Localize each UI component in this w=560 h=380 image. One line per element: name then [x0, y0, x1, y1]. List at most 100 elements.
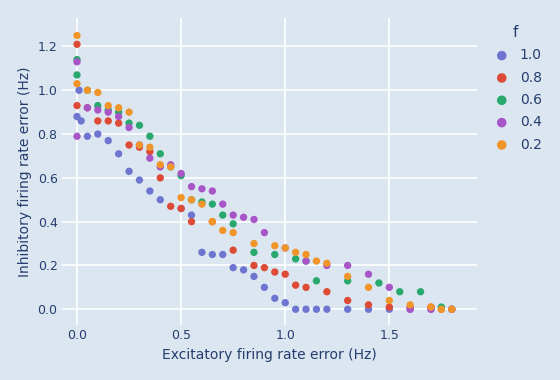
0.8: [385, 304, 394, 310]
0.4: [228, 212, 237, 218]
0.8: [405, 304, 414, 310]
0.2: [437, 306, 446, 312]
0.8: [447, 306, 456, 312]
0.2: [72, 81, 81, 87]
0.4: [385, 284, 394, 290]
0.6: [395, 289, 404, 295]
0.6: [83, 87, 92, 93]
0.8: [281, 271, 290, 277]
0.4: [447, 306, 456, 312]
0.6: [156, 151, 165, 157]
0.4: [364, 271, 373, 277]
0.2: [218, 227, 227, 233]
X-axis label: Excitatory firing rate error (Hz): Excitatory firing rate error (Hz): [162, 348, 377, 362]
0.6: [72, 57, 81, 63]
0.6: [416, 289, 425, 295]
0.6: [114, 109, 123, 115]
0.2: [176, 195, 185, 201]
0.2: [187, 197, 196, 203]
0.2: [281, 245, 290, 251]
Y-axis label: Inhibitory firing rate error (Hz): Inhibitory firing rate error (Hz): [18, 66, 32, 277]
0.6: [176, 173, 185, 179]
0.2: [447, 306, 456, 312]
1.0: [364, 306, 373, 312]
0.4: [94, 107, 102, 113]
0.2: [83, 87, 92, 93]
0.6: [198, 199, 207, 205]
0.6: [104, 107, 113, 113]
0.6: [270, 252, 279, 258]
0.2: [323, 260, 332, 266]
0.4: [187, 184, 196, 190]
0.2: [94, 89, 102, 95]
0.8: [301, 284, 310, 290]
0.6: [135, 122, 144, 128]
0.6: [94, 103, 102, 109]
0.2: [364, 284, 373, 290]
0.6: [187, 197, 196, 203]
0.8: [437, 306, 446, 312]
0.4: [260, 230, 269, 236]
0.2: [270, 243, 279, 249]
0.6: [301, 258, 310, 264]
0.8: [364, 302, 373, 308]
0.2: [114, 105, 123, 111]
1.0: [260, 284, 269, 290]
0.8: [291, 282, 300, 288]
0.2: [156, 162, 165, 168]
0.4: [166, 162, 175, 168]
1.0: [427, 306, 436, 312]
0.4: [281, 245, 290, 251]
1.0: [385, 306, 394, 312]
0.4: [135, 142, 144, 148]
1.0: [250, 273, 259, 279]
0.2: [405, 302, 414, 308]
1.0: [291, 306, 300, 312]
0.4: [250, 217, 259, 223]
1.0: [301, 306, 310, 312]
1.0: [218, 252, 227, 258]
0.6: [437, 304, 446, 310]
0.2: [146, 144, 155, 150]
0.2: [427, 304, 436, 310]
0.8: [72, 103, 81, 109]
1.0: [447, 306, 456, 312]
0.2: [198, 201, 207, 207]
1.0: [228, 264, 237, 271]
1.0: [312, 306, 321, 312]
0.8: [343, 298, 352, 304]
0.4: [301, 258, 310, 264]
1.0: [104, 138, 113, 144]
0.6: [166, 164, 175, 170]
0.2: [228, 230, 237, 236]
0.2: [72, 32, 81, 38]
0.8: [270, 269, 279, 275]
0.2: [312, 258, 321, 264]
0.4: [72, 133, 81, 139]
1.0: [343, 306, 352, 312]
1.0: [72, 114, 81, 120]
0.4: [343, 263, 352, 269]
0.6: [375, 280, 384, 286]
0.2: [250, 241, 259, 247]
0.8: [228, 247, 237, 253]
1.0: [281, 300, 290, 306]
1.0: [74, 87, 83, 93]
0.4: [198, 186, 207, 192]
1.0: [83, 133, 92, 139]
0.6: [250, 249, 259, 255]
0.4: [156, 164, 165, 170]
0.6: [228, 221, 237, 227]
0.4: [124, 125, 133, 131]
0.4: [72, 59, 81, 65]
0.2: [135, 142, 144, 148]
0.8: [176, 206, 185, 212]
0.8: [323, 289, 332, 295]
1.0: [239, 267, 248, 273]
1.0: [405, 306, 414, 312]
0.2: [291, 249, 300, 255]
0.8: [166, 203, 175, 209]
0.8: [146, 149, 155, 155]
0.8: [208, 218, 217, 225]
0.6: [72, 72, 81, 78]
